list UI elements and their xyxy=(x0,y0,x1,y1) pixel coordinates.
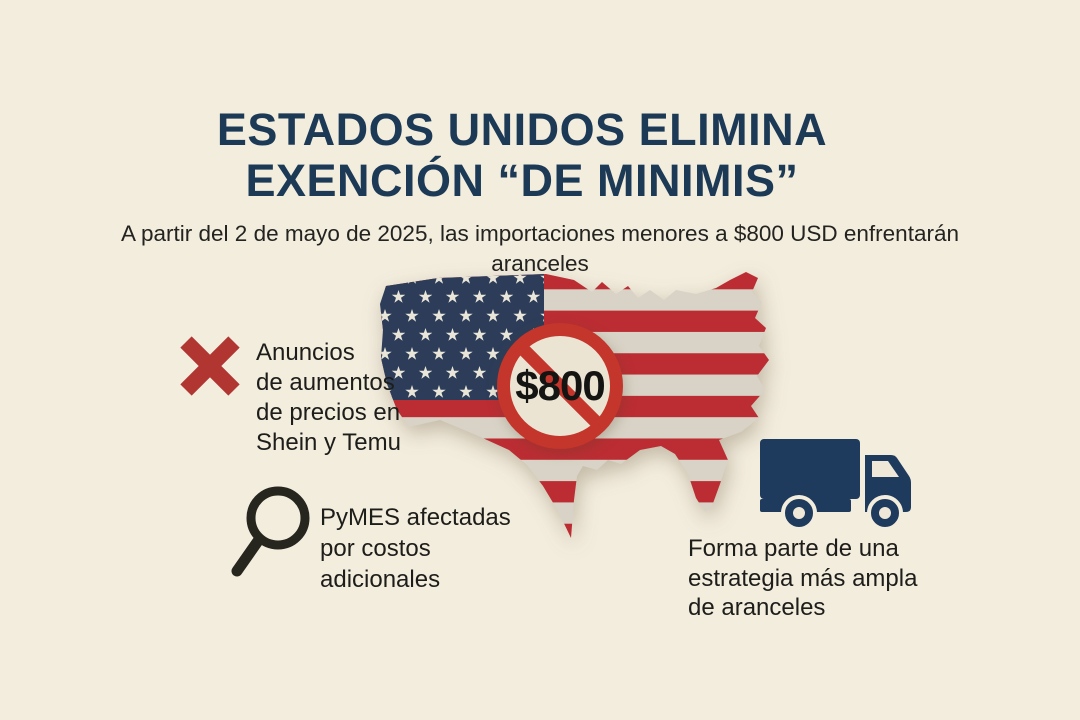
price-label: $800 xyxy=(515,362,605,409)
point-strategy: Forma parte de una estrategia más ampla … xyxy=(688,534,917,623)
point-line: estrategia más ampla xyxy=(688,564,918,592)
title-line-1: ESTADOS UNIDOS ELIMINA xyxy=(216,104,828,155)
point-line: PyMES afectadas xyxy=(320,504,511,531)
point-price-increases: Anuncios de aumentos de precios en Shein… xyxy=(256,338,401,458)
subtitle-line-1: A partir del 2 de mayo de 2025, las impo… xyxy=(121,221,959,246)
point-line: de precios en xyxy=(256,399,401,426)
point-line: Anuncios xyxy=(256,339,355,366)
subtitle-line-2: aranceles xyxy=(491,251,589,276)
title-line-2: EXENCIÓN “DE MINIMIS” xyxy=(245,155,799,206)
point-line: de aumentos xyxy=(256,369,395,396)
point-line: Shein y Temu xyxy=(256,429,401,456)
magnifier-icon xyxy=(231,486,310,577)
point-line: por costos xyxy=(320,535,431,562)
subtitle: A partir del 2 de mayo de 2025, las impo… xyxy=(0,219,1080,279)
point-line: adicionales xyxy=(320,566,441,593)
x-icon xyxy=(180,336,240,396)
point-line: Forma parte de una xyxy=(688,535,899,562)
usa-flag-map-icon xyxy=(380,272,769,538)
prohibition-icon xyxy=(497,323,623,449)
point-smes: PyMES afectadas por costos adicionales xyxy=(320,502,511,595)
truck-icon xyxy=(760,439,911,531)
page-title: ESTADOS UNIDOS ELIMINA EXENCIÓN “DE MINI… xyxy=(0,104,1044,206)
point-line: de aranceles xyxy=(688,594,826,621)
